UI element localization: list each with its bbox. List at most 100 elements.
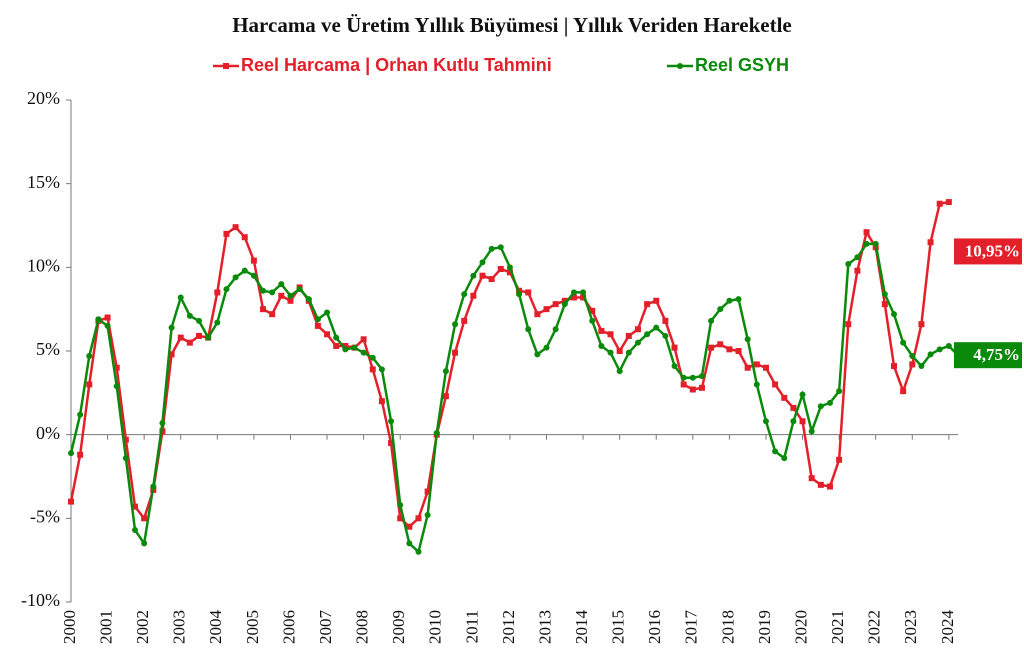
data-point [708, 317, 715, 324]
y-tick-label: 0% [36, 423, 60, 443]
data-point [881, 291, 888, 298]
data-point [662, 317, 669, 324]
data-point [442, 368, 449, 375]
data-point [86, 353, 93, 360]
data-point [836, 388, 843, 395]
data-point [772, 381, 779, 388]
x-tick-label: 2005 [243, 610, 262, 644]
data-point [863, 240, 870, 247]
data-point [296, 286, 303, 293]
data-point [287, 297, 294, 304]
data-point [872, 240, 879, 247]
data-point [799, 391, 806, 398]
x-tick-label: 2003 [170, 610, 189, 644]
x-tick-label: 2002 [133, 610, 152, 644]
data-point [625, 332, 632, 339]
data-point [525, 289, 532, 296]
data-point [68, 450, 74, 457]
data-point [726, 346, 733, 353]
data-point [351, 344, 358, 351]
data-point [936, 346, 943, 353]
data-point [762, 418, 769, 425]
data-point [196, 332, 203, 339]
x-tick-label: 2020 [791, 610, 810, 644]
data-point [342, 342, 349, 349]
data-point [580, 294, 587, 301]
data-point [900, 388, 907, 395]
data-point [223, 230, 230, 237]
annotation-box [954, 342, 1022, 369]
data-point [186, 339, 193, 346]
data-point [397, 501, 404, 508]
data-point [570, 294, 577, 301]
data-point [250, 272, 257, 279]
data-point [479, 259, 486, 266]
data-point [497, 244, 504, 251]
y-tick-label: 5% [36, 339, 60, 359]
data-point [909, 361, 916, 368]
data-point [836, 456, 843, 463]
data-point [360, 336, 367, 343]
data-point [525, 326, 532, 333]
legend-label: Reel GSYH [695, 55, 789, 75]
x-tick-label: 2001 [96, 610, 115, 644]
data-point [77, 411, 84, 418]
data-point [269, 311, 276, 318]
data-point [333, 334, 340, 341]
x-tick-label: 2016 [645, 610, 664, 644]
data-point [890, 311, 897, 318]
data-point [817, 403, 824, 410]
legend-marker [223, 63, 229, 69]
x-tick-label: 2023 [901, 610, 920, 644]
data-point [141, 540, 148, 547]
data-point [552, 301, 559, 308]
data-point [708, 344, 715, 351]
data-point [223, 286, 230, 293]
data-point [269, 289, 276, 296]
y-tick-label: 15% [27, 172, 60, 192]
data-point [634, 326, 641, 333]
x-tick-label: 2011 [462, 610, 481, 643]
data-point [589, 317, 596, 324]
data-point [452, 349, 459, 356]
data-point [781, 455, 788, 462]
data-point [662, 332, 669, 339]
data-point [488, 276, 495, 283]
data-point [406, 540, 413, 547]
data-point [488, 245, 495, 252]
series-line [69, 242, 959, 555]
x-tick-label: 2022 [865, 610, 884, 644]
annotation-label: 4,75% [973, 345, 1020, 364]
data-point [479, 272, 486, 279]
data-point [305, 296, 312, 303]
data-point [927, 351, 934, 358]
data-point [698, 384, 705, 391]
data-point [680, 381, 687, 388]
data-point [516, 291, 523, 298]
data-point [644, 331, 651, 338]
data-point [671, 344, 678, 351]
x-tick-label: 2009 [389, 610, 408, 644]
data-point [772, 448, 779, 455]
data-point [260, 287, 267, 294]
data-point [141, 515, 148, 522]
data-point [945, 342, 952, 349]
data-point [854, 267, 861, 274]
data-point [543, 344, 550, 351]
data-point [534, 351, 541, 358]
data-point [826, 399, 833, 406]
x-tick-label: 2010 [426, 610, 445, 644]
data-point [826, 483, 833, 490]
data-point [927, 239, 934, 246]
data-point [324, 331, 331, 338]
data-point [415, 548, 422, 555]
data-point [278, 292, 285, 299]
data-point [689, 386, 696, 393]
x-tick-label: 2000 [60, 610, 79, 644]
y-tick-label: 20% [27, 88, 60, 108]
data-point [845, 321, 852, 328]
data-point [150, 483, 157, 490]
data-point [333, 342, 340, 349]
x-tick-label: 2015 [609, 610, 628, 644]
